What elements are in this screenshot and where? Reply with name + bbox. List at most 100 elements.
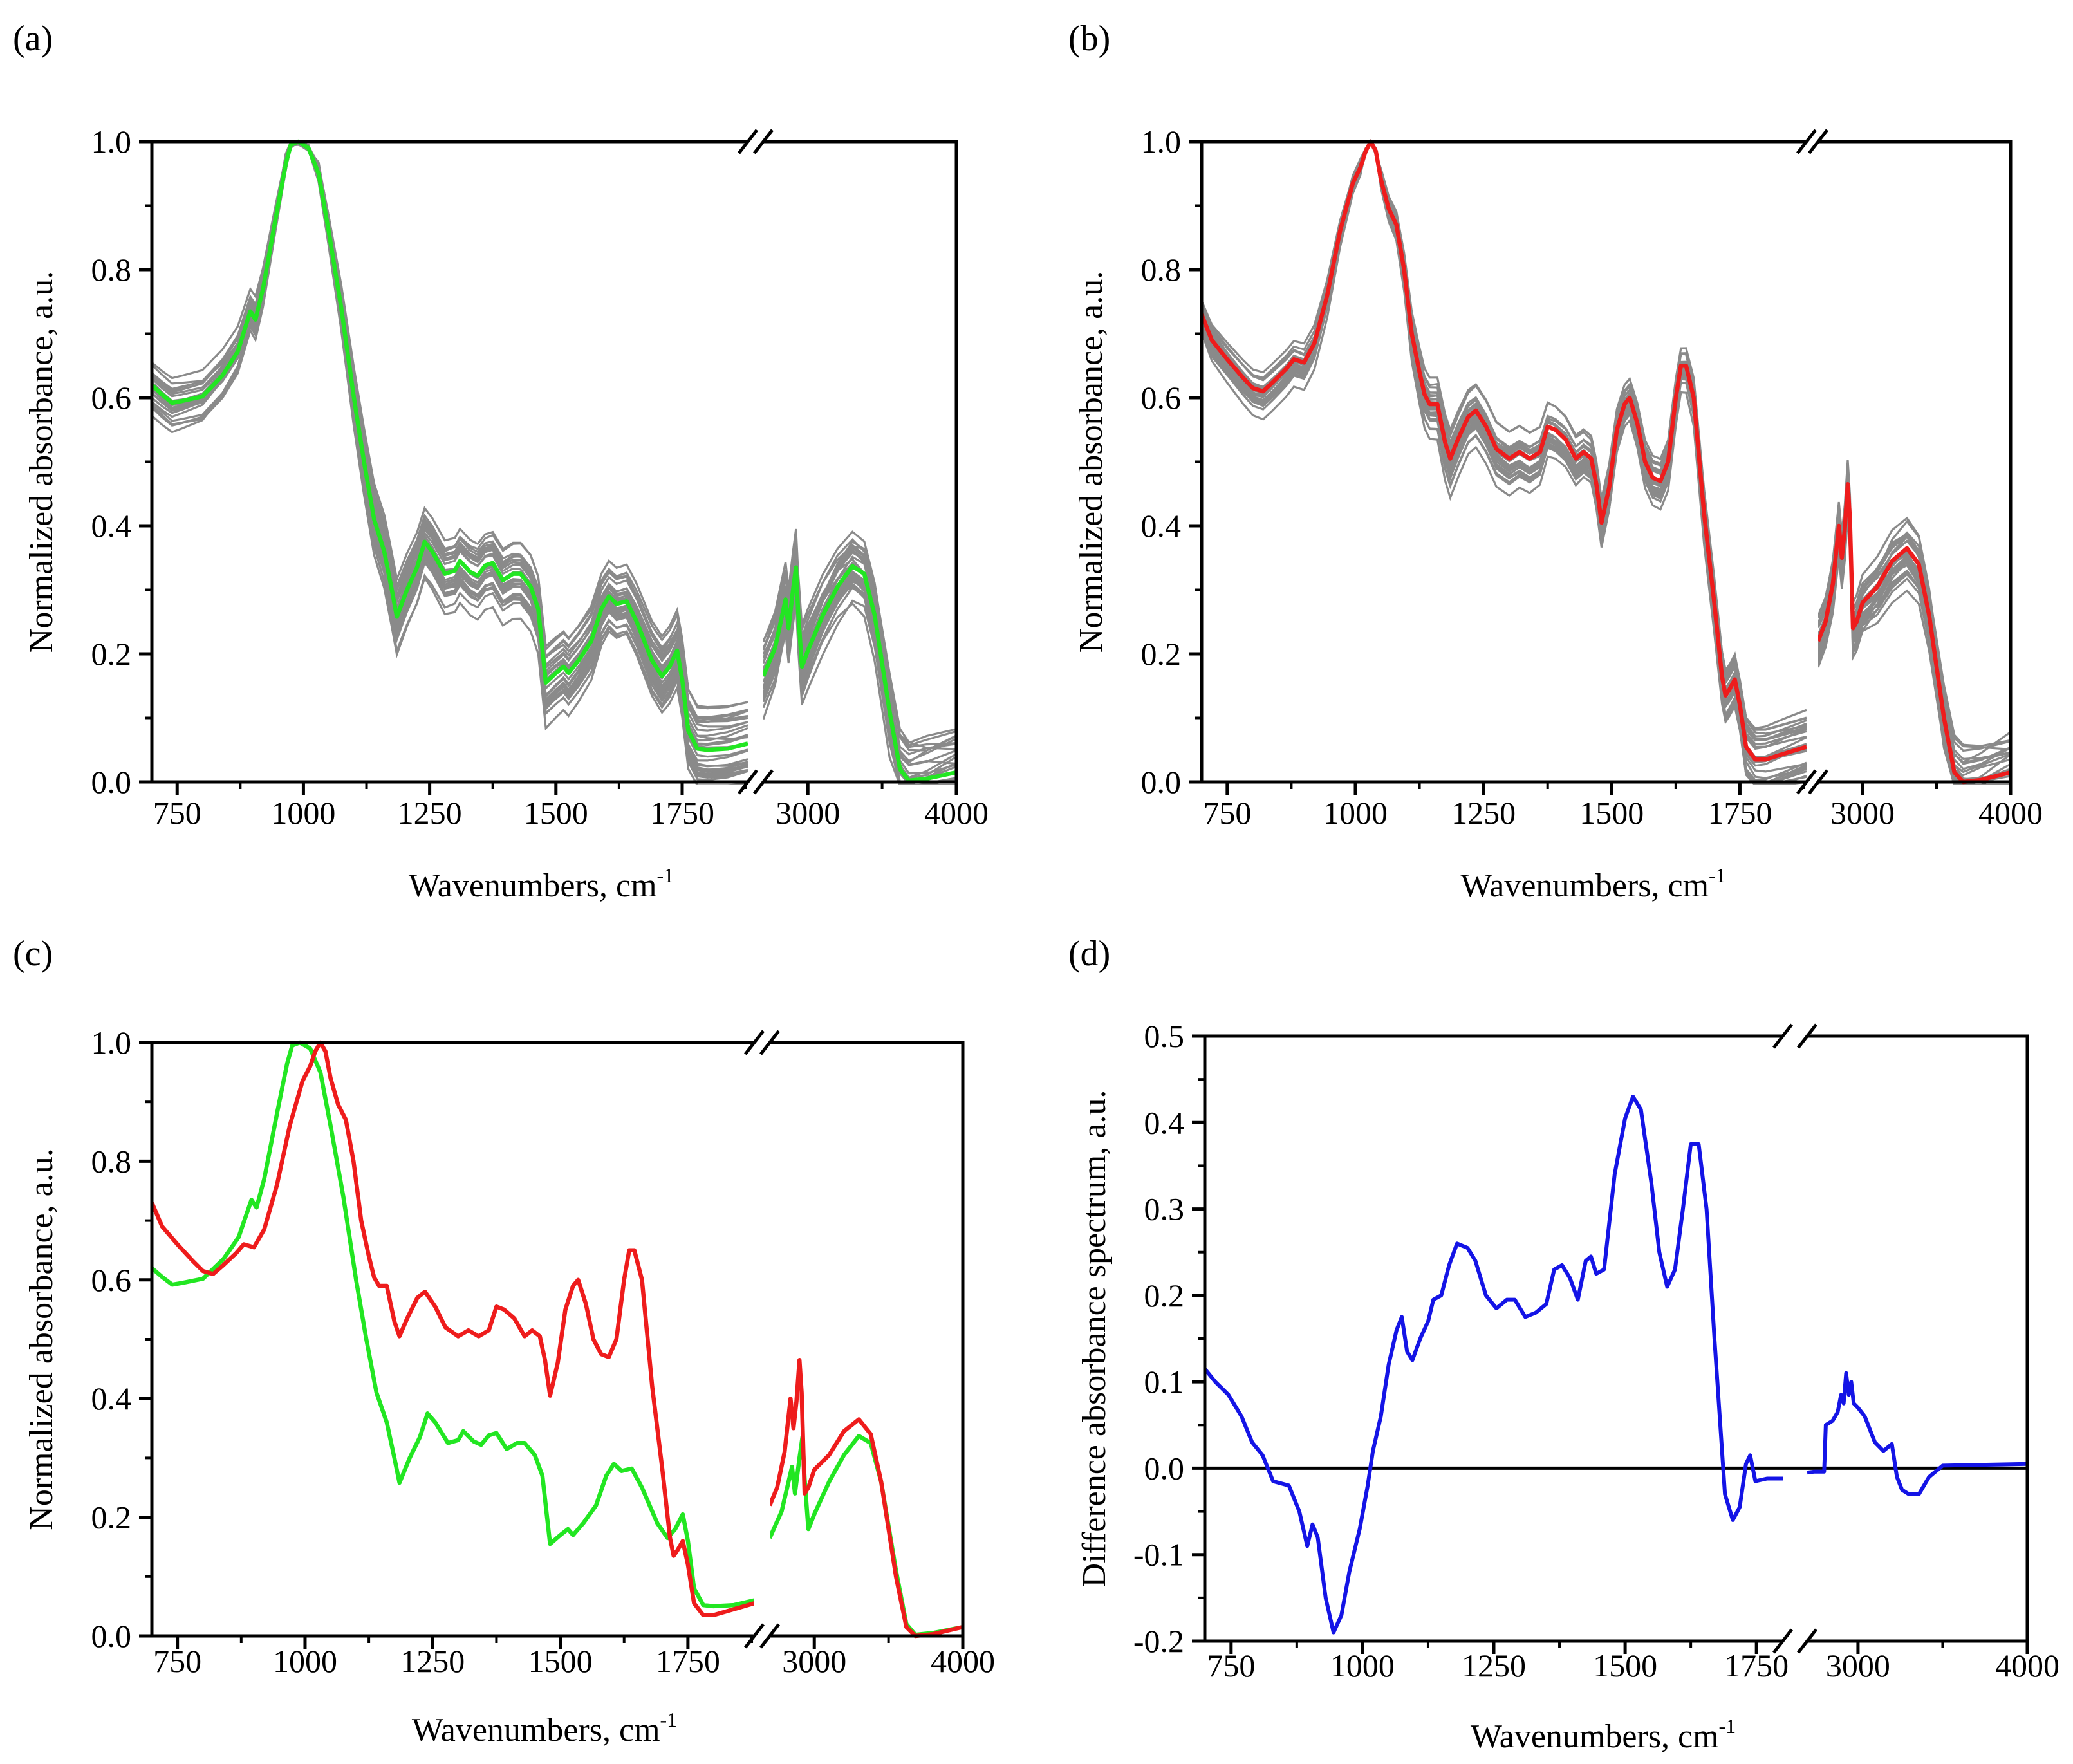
x-tick-label: 4000 bbox=[1995, 1648, 2059, 1684]
x-tick-label: 1000 bbox=[1330, 1648, 1395, 1684]
x-tick-label: 1250 bbox=[1451, 795, 1516, 831]
x-tick-label: 1000 bbox=[273, 1643, 337, 1679]
x-axis-label-superscript: -1 bbox=[660, 1708, 678, 1731]
x-axis-label: Wavenumbers, cm-1 bbox=[1471, 1714, 1736, 1755]
y-tick-label: 0.3 bbox=[1144, 1191, 1185, 1227]
y-tick-label: 1.0 bbox=[1141, 124, 1182, 160]
x-axis-label-superscript: -1 bbox=[1719, 1714, 1736, 1738]
y-axis-label: Difference absorbance spectrum, a.u. bbox=[1076, 1090, 1113, 1588]
y-tick-label: 0.2 bbox=[1141, 636, 1182, 672]
x-tick-label: 4000 bbox=[1978, 795, 2043, 831]
x-tick-label: 1250 bbox=[1462, 1648, 1526, 1684]
panel-b: 0.0 0.2 0.4 0.6 0.8 1.0 750 1000 1250 1500 1750 300… bbox=[1068, 19, 2043, 904]
gray-spectrum-line bbox=[763, 599, 956, 785]
x-tick-label: 1500 bbox=[528, 1643, 593, 1679]
x-tick-label: 750 bbox=[153, 1643, 201, 1679]
x-tick-label: 4000 bbox=[931, 1643, 995, 1679]
green-series-line bbox=[152, 1040, 754, 1609]
x-tick-label: 3000 bbox=[1826, 1648, 1890, 1684]
y-tick-label: 0.4 bbox=[91, 1380, 132, 1416]
x-axis-label: Wavenumbers, cm-1 bbox=[412, 1708, 677, 1749]
axis-break-mark bbox=[1796, 129, 1817, 154]
x-axis-label-superscript: -1 bbox=[657, 864, 674, 887]
x-tick-label: 1500 bbox=[1593, 1648, 1657, 1684]
y-tick-label: 0.8 bbox=[1141, 252, 1182, 288]
x-tick-label: 3000 bbox=[782, 1643, 846, 1679]
x-axis-label-superscript: -1 bbox=[1709, 864, 1726, 887]
panel-d: -0.2 -0.1 0.0 0.1 0.2 0.3 0.4 0.5 750 1000 1250 150… bbox=[1068, 934, 2059, 1755]
panel-label: (a) bbox=[13, 19, 53, 59]
y-tick-label: -0.1 bbox=[1133, 1537, 1184, 1573]
x-tick-label: 1750 bbox=[1707, 795, 1772, 831]
y-tick-label: 0.4 bbox=[1144, 1104, 1185, 1140]
y-tick-label: 0.6 bbox=[1141, 380, 1182, 416]
x-axis-label: Wavenumbers, cm-1 bbox=[409, 864, 674, 904]
panel-a: 0.0 0.2 0.4 0.6 0.8 1.0 750 1000 1250 1500 1750 300… bbox=[13, 19, 989, 904]
axis-break-mark bbox=[1808, 129, 1828, 154]
axis-break-mark bbox=[1796, 769, 1817, 795]
gray-spectrum-line bbox=[763, 528, 956, 747]
x-tick-label: 3000 bbox=[776, 795, 840, 831]
x-tick-label: 1000 bbox=[271, 795, 335, 831]
y-tick-label: 0.6 bbox=[91, 380, 132, 416]
x-tick-label: 750 bbox=[1203, 795, 1251, 831]
axis-break-mark bbox=[753, 769, 774, 795]
x-tick-label: 1250 bbox=[400, 1643, 465, 1679]
green-series-line bbox=[763, 564, 956, 783]
y-tick-label: 0.0 bbox=[1144, 1450, 1185, 1486]
red-series-line bbox=[1818, 482, 2011, 785]
green-series-line bbox=[152, 139, 748, 752]
axis-break-mark bbox=[744, 1623, 765, 1649]
y-tick-label: 0.2 bbox=[91, 1499, 132, 1536]
red-series-line bbox=[152, 1040, 754, 1617]
y-tick-label: 1.0 bbox=[91, 124, 132, 160]
axis-break-mark bbox=[1808, 769, 1828, 795]
axis-break-mark bbox=[753, 129, 774, 154]
axis-break-mark bbox=[1797, 1628, 1817, 1654]
gray-spectrum-line bbox=[763, 572, 956, 785]
x-tick-label: 1500 bbox=[524, 795, 588, 831]
axis-break-mark bbox=[738, 129, 758, 154]
axis-break-mark bbox=[759, 1030, 780, 1055]
axis-break-mark bbox=[738, 769, 758, 795]
panel-label: (b) bbox=[1068, 19, 1110, 59]
panel-label: (d) bbox=[1068, 934, 1110, 974]
y-tick-label: 0.8 bbox=[91, 252, 132, 288]
axis-break-mark bbox=[1772, 1628, 1793, 1654]
x-tick-label: 3000 bbox=[1830, 795, 1895, 831]
y-tick-label: 0.0 bbox=[91, 764, 132, 800]
x-tick-label: 1750 bbox=[650, 795, 714, 831]
panel-c: 0.0 0.2 0.4 0.6 0.8 1.0 750 1000 1250 1500 1750 300… bbox=[13, 934, 995, 1749]
y-tick-label: 1.0 bbox=[91, 1025, 132, 1061]
x-tick-label: 750 bbox=[153, 795, 201, 831]
y-axis-label: Normalized absorbance, a.u. bbox=[23, 1148, 60, 1530]
y-tick-label: 0.2 bbox=[91, 636, 132, 672]
x-tick-label: 4000 bbox=[924, 795, 989, 831]
x-tick-label: 1500 bbox=[1579, 795, 1644, 831]
y-tick-label: 0.1 bbox=[1144, 1364, 1185, 1400]
axis-break-mark bbox=[1772, 1023, 1793, 1049]
red-series-line bbox=[770, 1358, 963, 1639]
y-tick-label: 0.0 bbox=[1141, 764, 1182, 800]
axis-break-mark bbox=[744, 1030, 765, 1055]
y-tick-label: 0.5 bbox=[1144, 1018, 1185, 1054]
y-tick-label: -0.2 bbox=[1133, 1623, 1184, 1659]
y-axis-label: Normalized absorbance, a.u. bbox=[23, 271, 60, 653]
y-tick-label: 0.4 bbox=[91, 508, 132, 544]
y-tick-label: 0.8 bbox=[91, 1143, 132, 1179]
red-series-line bbox=[1202, 139, 1807, 762]
gray-spectrum-line bbox=[152, 140, 748, 710]
blue-series-line bbox=[1205, 1095, 1783, 1635]
x-tick-label: 1750 bbox=[1724, 1648, 1789, 1684]
axis-break-mark bbox=[1797, 1023, 1817, 1049]
y-tick-label: 0.2 bbox=[1144, 1277, 1185, 1314]
axis-break-mark bbox=[759, 1623, 780, 1649]
y-tick-label: 0.0 bbox=[91, 1618, 132, 1654]
y-tick-label: 0.6 bbox=[91, 1262, 132, 1298]
x-tick-label: 1750 bbox=[656, 1643, 720, 1679]
panel-label: (c) bbox=[13, 934, 53, 974]
y-axis-label: Normalized absorbance, a.u. bbox=[1073, 271, 1110, 653]
x-tick-label: 750 bbox=[1207, 1648, 1255, 1684]
x-tick-label: 1250 bbox=[398, 795, 462, 831]
